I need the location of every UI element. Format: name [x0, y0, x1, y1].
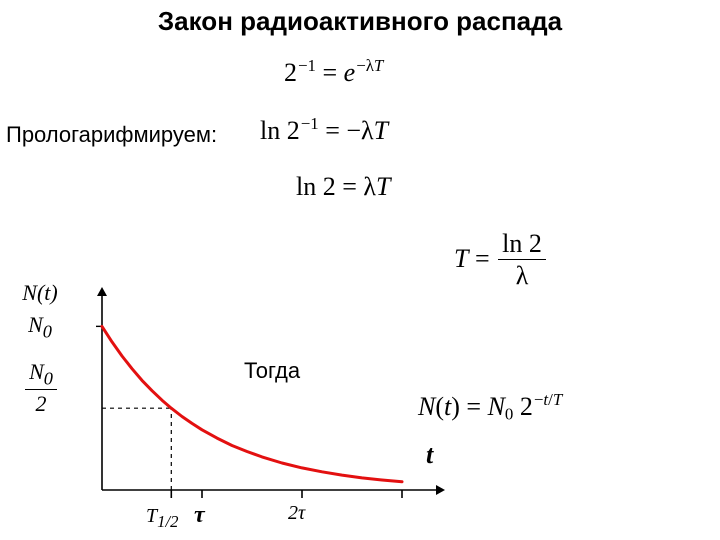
- slide: Закон радиоактивного распада 2−1 = e−λT …: [0, 0, 720, 540]
- xlabel-tau: τ: [194, 502, 205, 529]
- page-title: Закон радиоактивного распада: [0, 6, 720, 37]
- eq4-num: ln 2: [498, 230, 546, 260]
- equation-4: T = ln 2 λ: [454, 230, 548, 292]
- equation-3: ln 2 = λT: [296, 172, 390, 202]
- chart-svg: [40, 280, 445, 520]
- ylabel-N0-over-2-num: N0: [25, 360, 57, 390]
- equation-2: ln 2−1 = −λT: [260, 114, 388, 146]
- eq4-lhs: T =: [454, 244, 490, 273]
- decay-curve: [102, 326, 402, 481]
- xlabel-T12: T1/2: [146, 505, 178, 532]
- xaxis-label-t: t: [426, 440, 433, 470]
- eq4-fraction: ln 2 λ: [498, 230, 546, 292]
- label-prolog: Прологарифмируем:: [6, 122, 217, 148]
- decay-chart: [40, 280, 445, 520]
- ylabel-N-of-t: N(t): [10, 280, 70, 306]
- ylabel-N0-over-2: N0 2: [16, 360, 66, 417]
- xlabel-2tau: 2τ: [288, 502, 305, 525]
- ylabel-N0: N0: [10, 312, 70, 342]
- equation-1: 2−1 = e−λT: [284, 56, 383, 88]
- ylabel-N0-over-2-den: 2: [25, 390, 57, 418]
- eq4-den: λ: [498, 260, 546, 293]
